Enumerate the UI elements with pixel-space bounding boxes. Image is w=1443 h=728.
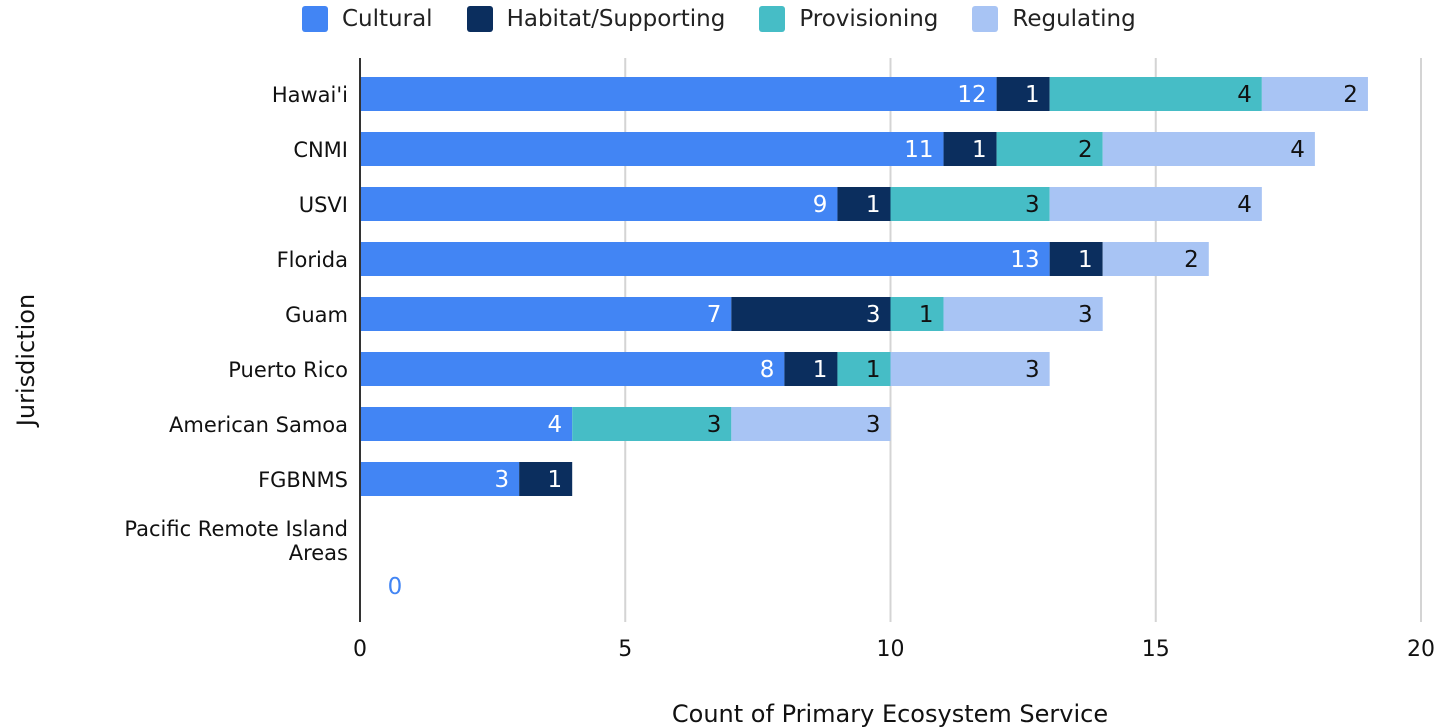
category-label: Hawai'i xyxy=(272,83,348,107)
bar-segment xyxy=(731,407,891,441)
bar-segment xyxy=(996,77,1050,111)
x-tick-label: 5 xyxy=(618,637,632,662)
bar-segment xyxy=(572,407,732,441)
bar-segment xyxy=(1049,187,1262,221)
zero-data-label: 0 xyxy=(388,574,403,600)
legend-item: Cultural xyxy=(302,6,433,32)
data-label: 3 xyxy=(1078,302,1093,328)
data-label: 1 xyxy=(972,137,987,163)
bar-segment xyxy=(784,352,838,386)
bar-segment xyxy=(360,407,573,441)
data-label: 1 xyxy=(813,357,828,383)
legend-swatch xyxy=(466,6,493,32)
category-label: USVI xyxy=(299,193,348,217)
legend-label: Habitat/Supporting xyxy=(506,6,726,32)
legend-label: Provisioning xyxy=(799,6,939,32)
data-label: 7 xyxy=(707,302,722,328)
data-label: 13 xyxy=(1010,247,1039,273)
data-label: 9 xyxy=(813,192,828,218)
bar-segment xyxy=(890,352,1050,386)
legend-swatch xyxy=(302,6,328,32)
data-label: 1 xyxy=(866,357,881,383)
data-label: 3 xyxy=(866,302,881,328)
bars xyxy=(360,77,1368,496)
bar-segment xyxy=(519,462,573,496)
legend-item: Regulating xyxy=(972,6,1136,32)
category-label: CNMI xyxy=(293,138,348,162)
legend-label: Cultural xyxy=(342,6,433,32)
data-label: 8 xyxy=(760,357,775,383)
data-label: 11 xyxy=(904,137,933,163)
x-tick-label: 15 xyxy=(1142,637,1170,662)
category-labels: Hawai'i CNMI USVI Florida Guam Puerto Rico Ame… xyxy=(124,83,348,565)
chart-legend: Cultural Habitat/Supporting Provisioning Re… xyxy=(302,4,1170,34)
data-label: 4 xyxy=(1237,82,1252,108)
data-label: 3 xyxy=(1025,357,1040,383)
category-label: Florida xyxy=(277,248,348,272)
data-label: 3 xyxy=(707,412,722,438)
legend-label: Regulating xyxy=(1012,6,1136,32)
bar-segment xyxy=(360,187,838,221)
x-tick-label: 0 xyxy=(353,637,367,662)
x-tick-labels: 0 5 10 15 20 xyxy=(353,637,1435,662)
bar-segment xyxy=(837,187,891,221)
bar-segment xyxy=(943,297,1103,331)
x-tick-label: 20 xyxy=(1407,637,1435,662)
bar-segment xyxy=(837,352,891,386)
data-label: 4 xyxy=(548,412,563,438)
bar-segment xyxy=(1049,77,1262,111)
x-tick-label: 10 xyxy=(877,637,905,662)
x-axis-title: Count of Primary Ecosystem Service xyxy=(672,700,1108,728)
data-label: 3 xyxy=(866,412,881,438)
bar-segment xyxy=(360,242,1050,276)
legend-item: Habitat/Supporting xyxy=(466,6,726,32)
bar-segment xyxy=(360,77,997,111)
data-label: 4 xyxy=(1290,137,1305,163)
bar-segment xyxy=(996,132,1103,166)
data-label: 12 xyxy=(957,82,986,108)
y-axis-title: Jurisdiction xyxy=(12,294,40,428)
data-label: 1 xyxy=(919,302,934,328)
data-label: 1 xyxy=(1025,82,1040,108)
bar-segment xyxy=(360,132,944,166)
bar-segment xyxy=(943,132,997,166)
legend-swatch xyxy=(759,6,786,32)
data-label: 1 xyxy=(866,192,881,218)
bar-segment xyxy=(1049,242,1103,276)
data-label: 1 xyxy=(1078,247,1093,273)
bar-segment xyxy=(1102,242,1209,276)
data-labels: 12 1 4 211 1 2 49 1 3 413 1 27 3 1 38 1 1 34 3 33 10 xyxy=(388,82,1358,600)
bar-segment xyxy=(1261,77,1368,111)
data-label: 4 xyxy=(1237,192,1252,218)
category-label: Guam xyxy=(285,303,348,327)
bar-segment xyxy=(360,462,520,496)
category-label: Puerto Rico xyxy=(228,358,348,382)
data-label: 2 xyxy=(1343,82,1358,108)
legend-item: Provisioning xyxy=(759,6,938,32)
data-label: 3 xyxy=(495,467,510,493)
data-label: 2 xyxy=(1184,247,1199,273)
bar-segment xyxy=(890,187,1050,221)
category-label: American Samoa xyxy=(169,413,348,437)
bar-segment xyxy=(1102,132,1315,166)
bar-segment xyxy=(731,297,891,331)
data-label: 1 xyxy=(548,467,563,493)
category-label: FGBNMS xyxy=(258,468,348,492)
legend-swatch xyxy=(972,6,999,32)
bar-segment xyxy=(890,297,944,331)
category-label: Pacific Remote Island Areas xyxy=(124,517,348,565)
data-label: 2 xyxy=(1078,137,1093,163)
bar-segment xyxy=(360,352,785,386)
bar-segment xyxy=(360,297,732,331)
data-label: 3 xyxy=(1025,192,1040,218)
